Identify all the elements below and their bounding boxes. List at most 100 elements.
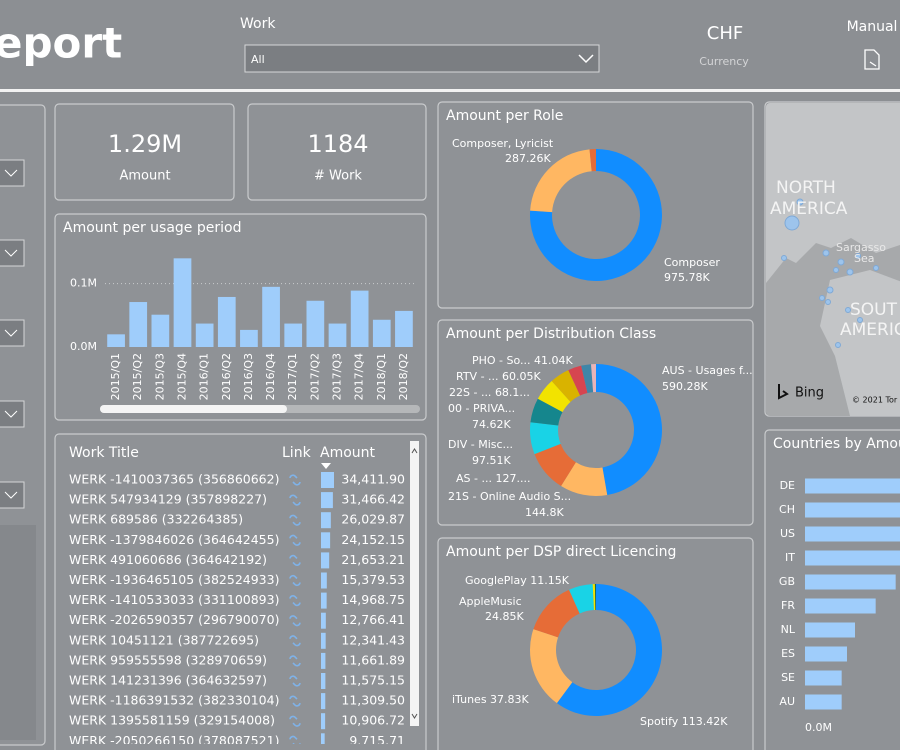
map-bubbles [781,198,879,348]
link-icon[interactable] [289,635,301,647]
label-name: DIV - Misc... [448,438,513,451]
mode-label: Manual [847,19,898,35]
link-icon[interactable] [289,735,301,747]
bar [805,622,855,638]
data-label: GooglePlay 11.15K [465,574,570,587]
label-name: 21S - Online Audio S... [448,490,571,503]
data-bar [321,472,334,488]
bar [173,258,192,347]
chart-title: Amount per usage period [63,220,241,236]
link-glyph [289,474,301,486]
amount: 11,575.15 [341,673,405,688]
chart-panel [437,101,754,309]
slicer[interactable] [0,400,25,428]
column-header[interactable]: Work Title [69,445,139,461]
scrollbar-thumb[interactable] [100,405,287,413]
map-provider: Bing [795,386,824,401]
label-value: 287.26K [505,152,551,165]
slicer[interactable] [0,159,25,187]
label-name: Spotify [640,715,679,728]
link-glyph [289,574,301,587]
column-header[interactable]: Amount [320,445,376,461]
work-title: WERK 689586 (332264385) [69,512,243,527]
bubble [781,255,787,261]
table: Work Title Link Amount WERK -1410037365 … [69,441,419,748]
slicer[interactable] [0,239,25,267]
bar [217,296,236,347]
bar [328,323,347,347]
bubble [784,215,800,231]
filter-label: Work [240,16,276,32]
label-name: GooglePlay [465,574,527,587]
manual-icon[interactable] [864,49,880,70]
chart-panel [54,213,427,421]
filter-dropdown[interactable] [244,44,600,73]
data-bar [321,612,326,629]
x-tick-label: 2015/Q2 [131,353,144,400]
map-label: Sea [854,252,875,265]
link-icon[interactable] [289,574,301,587]
x-tick-label: 2016/Q1 [198,353,211,400]
donut-slice [530,398,563,426]
link-icon[interactable] [289,494,301,506]
scroll-up[interactable] [411,448,418,454]
work-title: WERK -2050266150 (378087521) [69,733,279,748]
link-icon[interactable] [289,514,301,526]
link-glyph [289,675,301,687]
link-icon[interactable] [289,615,301,627]
bar [284,323,303,347]
y-tick-label: ES [781,647,795,660]
data-label: RTV - ... 60.05K [456,370,542,383]
x-tick-label: 2015/Q4 [176,353,189,400]
work-title: WERK 1395581159 (329154008) [69,713,275,728]
label-value: 144.8K [525,506,564,519]
chart-title: Countries by Amou [773,436,900,452]
scroll-down[interactable] [411,713,418,719]
data-label: iTunes 37.83K [452,693,530,706]
label-value: 590.28K [662,380,708,393]
link-icon[interactable] [289,655,301,667]
x-tick-label: 2015/Q3 [153,353,166,400]
label-value: 11.15K [530,574,569,587]
dropdown-chevron [578,54,594,64]
bar [805,598,876,614]
bar [395,310,413,347]
link-icon[interactable] [289,715,301,727]
work-title: WERK -1410533033 (331100893) [69,592,279,607]
map-label: AMERIC [840,320,900,340]
link-icon[interactable] [289,534,301,546]
data-label: PHO - So... 41.04K [472,354,574,367]
link-icon[interactable] [289,675,301,687]
bar [306,300,325,347]
bubble [873,265,879,271]
table-scrollbar[interactable] [410,441,419,726]
report-title: eport [0,19,122,68]
column-header[interactable]: Link [282,445,312,461]
amount: 15,379.53 [341,572,405,587]
label-value: 24.85K [485,610,524,623]
y-tick-label: 0.0M [70,340,97,353]
donut-slice [596,364,663,496]
x-tick-label: 2017/Q4 [353,353,366,400]
slicer[interactable] [0,319,25,347]
amount: 21,653.21 [341,552,405,567]
bar [805,694,842,710]
currency-label: Currency [699,55,749,68]
bubble [846,268,854,276]
currency: CHF [707,23,743,44]
card-label: Amount [119,169,170,184]
x-tick-label: 2016/Q4 [264,353,277,400]
link-glyph [289,534,301,546]
bar [240,329,258,347]
amount: 26,029.87 [341,512,405,527]
label-value: 97.51K [472,454,511,467]
link-icon[interactable] [289,554,301,566]
donut-slice [534,443,576,486]
link-glyph [289,635,301,647]
link-icon[interactable] [289,595,301,607]
link-icon[interactable] [289,474,301,486]
slicer[interactable] [0,481,25,509]
link-icon[interactable] [289,695,301,707]
work-title: WERK 491060686 (364642192) [69,552,267,567]
bubble [833,267,839,273]
